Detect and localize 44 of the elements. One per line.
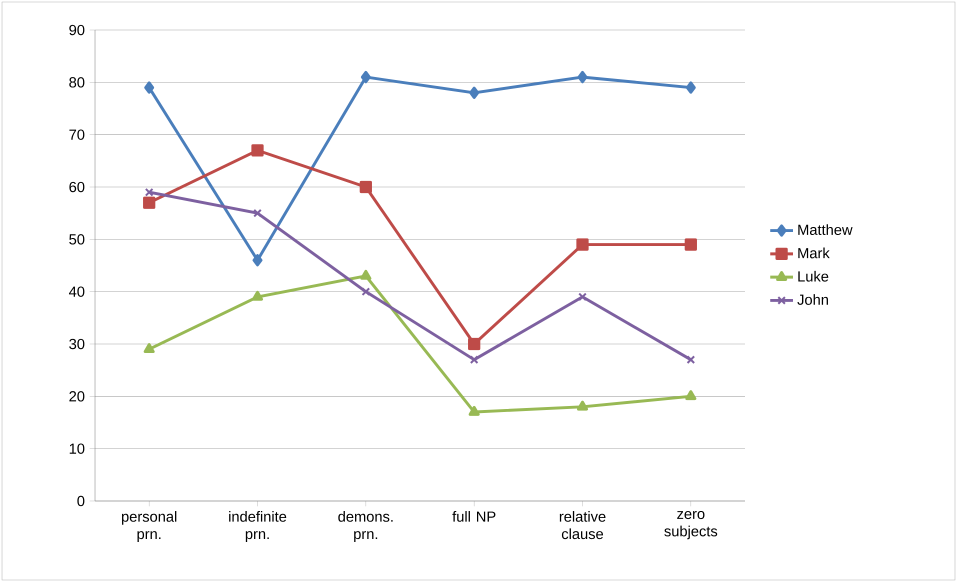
y-tick-label: 40 xyxy=(68,286,84,297)
point xyxy=(251,144,264,157)
x-tick-label: relative clause xyxy=(560,511,606,540)
point xyxy=(686,355,696,364)
point xyxy=(470,355,478,364)
point xyxy=(144,343,155,354)
point xyxy=(469,86,480,99)
y-tick-label: 80 xyxy=(69,77,84,88)
point xyxy=(685,390,696,400)
y-tick-label: 20 xyxy=(69,391,84,402)
point xyxy=(576,400,588,411)
point xyxy=(686,81,696,94)
y-tick-label: 70 xyxy=(69,129,84,140)
point xyxy=(252,254,262,266)
point xyxy=(144,188,154,197)
legend-label: Luke xyxy=(798,270,828,282)
point xyxy=(362,287,370,296)
point xyxy=(144,81,154,94)
y-tick-label: 60 xyxy=(69,182,84,192)
point xyxy=(576,238,589,251)
legend-label: Mark xyxy=(798,248,830,258)
point xyxy=(253,208,262,218)
y-tick-label: 30 xyxy=(69,338,84,350)
point xyxy=(360,180,372,194)
x-tick-label: indefinite prn. xyxy=(229,511,286,542)
point xyxy=(578,70,588,84)
point xyxy=(468,406,480,416)
point xyxy=(252,290,264,301)
x-tick-label: personal prn. xyxy=(122,511,176,542)
x-tick-label: demons. prn. xyxy=(338,511,393,542)
point xyxy=(143,196,156,209)
legend-label: John xyxy=(797,294,828,305)
y-tick-label: 10 xyxy=(70,443,84,454)
x-tick-label: full NP xyxy=(452,511,496,522)
point xyxy=(684,238,697,251)
point xyxy=(360,270,372,280)
point xyxy=(360,70,371,84)
point xyxy=(578,292,587,302)
y-tick-label: 90 xyxy=(69,24,84,36)
x-tick-label: zero subjects xyxy=(664,511,718,540)
y-tick-label: 0 xyxy=(77,496,84,506)
legend-label: Matthew xyxy=(798,224,853,236)
point xyxy=(468,338,480,350)
y-tick-label: 50 xyxy=(69,234,84,245)
